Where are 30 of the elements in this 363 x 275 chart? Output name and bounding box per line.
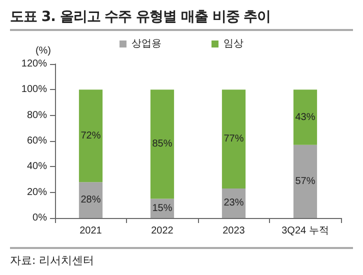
x-tick-label: 2022: [151, 226, 174, 236]
data-label: 77%: [224, 134, 244, 145]
data-label: 43%: [295, 112, 316, 123]
bar: [78, 182, 103, 218]
data-label: 15%: [152, 202, 172, 214]
y-axis-title: (%): [35, 46, 51, 56]
legend-label: 임상: [224, 38, 244, 50]
x-tick-label: 3Q24 누적: [282, 226, 329, 236]
bar: [293, 144, 318, 218]
x-tick-label: 2021: [80, 226, 102, 236]
y-tick-label: 60%: [26, 136, 48, 146]
bar: [78, 90, 103, 182]
data-label: 23%: [224, 198, 244, 209]
chart-title: 도표 3. 올리고 수주 유형별 매출 비중 추이: [10, 8, 353, 31]
data-label: 57%: [295, 176, 316, 187]
x-tick-label: 2023: [222, 226, 246, 236]
y-tick-label: 0%: [32, 212, 48, 224]
y-tick-label: 40%: [26, 161, 48, 172]
data-label: 28%: [80, 194, 101, 206]
y-tick-label: 120%: [21, 58, 48, 70]
y-tick-label: 100%: [21, 84, 48, 96]
text: 자료: 리서치센터: [10, 247, 353, 268]
y-tick-label: 20%: [26, 186, 48, 198]
bar: [293, 90, 318, 145]
bar: [222, 90, 246, 188]
data-label: 85%: [152, 138, 172, 150]
y-tick-label: 80%: [26, 110, 48, 121]
data-label: 72%: [80, 130, 101, 142]
bar: [150, 90, 174, 199]
legend-label: 상업용: [132, 38, 162, 50]
